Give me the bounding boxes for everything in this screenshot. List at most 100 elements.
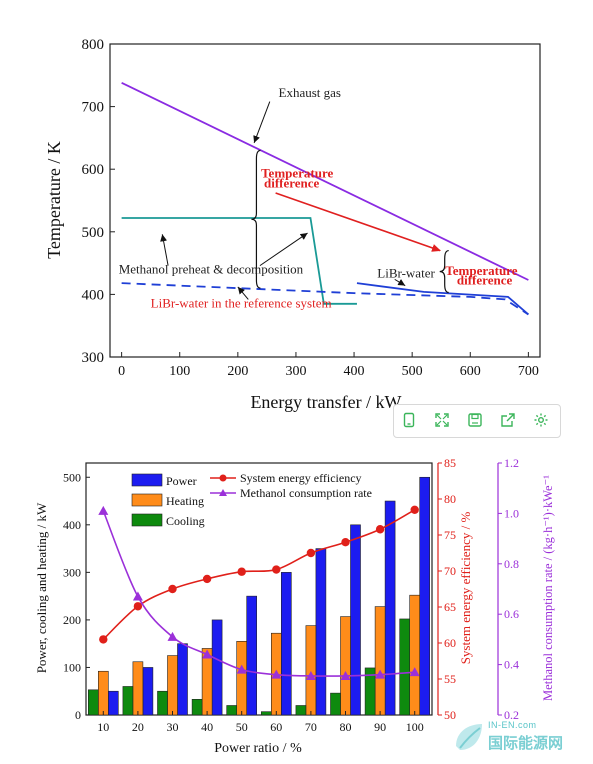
point-methanol bbox=[305, 670, 316, 680]
bar-power bbox=[384, 500, 396, 716]
y-tick-label: 700 bbox=[82, 100, 105, 116]
tablet-icon[interactable] bbox=[396, 408, 422, 432]
point-efficiency bbox=[375, 525, 385, 534]
legend-marker bbox=[219, 474, 227, 482]
save-icon[interactable] bbox=[462, 408, 488, 432]
series-reference-line bbox=[121, 282, 529, 316]
bar-cooling bbox=[364, 667, 376, 716]
x-axis-label: Power ratio / % bbox=[214, 741, 302, 756]
y2-tick-label: 60 bbox=[444, 636, 456, 650]
y3-tick-label: 0.6 bbox=[504, 607, 519, 621]
point-methanol bbox=[375, 669, 386, 679]
x-tick-label: 700 bbox=[518, 364, 539, 379]
x-tick-label: 400 bbox=[344, 364, 365, 379]
y-axis: 300 400 500 600 700 800 bbox=[82, 37, 115, 366]
y-axis-label: Power, cooling and heating / kW bbox=[34, 502, 49, 673]
annotation-text: Temperature bbox=[445, 263, 517, 278]
bar-power bbox=[211, 619, 223, 716]
bar-power bbox=[280, 572, 292, 716]
difference-arrow bbox=[275, 192, 441, 252]
axes-group: 0 100 200 300 400 500 10 20 30 40 50 60 70 80 90 100 50 5… bbox=[63, 456, 519, 734]
watermark-logo: IN-EN.com 国际能源网 bbox=[452, 718, 592, 758]
annotation-text: difference bbox=[264, 175, 320, 190]
y-tick-label: 800 bbox=[82, 37, 105, 53]
x-tick-label: 300 bbox=[285, 364, 306, 379]
bar-heating bbox=[305, 625, 317, 716]
x-tick-label: 30 bbox=[167, 720, 179, 734]
share-icon[interactable] bbox=[495, 408, 521, 432]
x-tick-label: 50 bbox=[236, 720, 248, 734]
pointer-arrow bbox=[237, 286, 249, 300]
y-tick-label: 0 bbox=[75, 708, 81, 722]
settings-icon[interactable] bbox=[528, 408, 554, 432]
point-methanol bbox=[340, 670, 351, 680]
x-tick-label: 100 bbox=[406, 720, 424, 734]
bar-cooling bbox=[226, 705, 237, 716]
annotation-text: Methanol preheat & decomposition bbox=[119, 262, 304, 277]
point-methanol bbox=[236, 664, 247, 674]
annotation-text: LiBr-water bbox=[377, 265, 435, 280]
bar-power bbox=[350, 524, 361, 716]
bar-heating bbox=[167, 655, 178, 716]
x-tick-label: 600 bbox=[460, 364, 481, 379]
y2-tick-label: 65 bbox=[444, 600, 456, 614]
expand-icon[interactable] bbox=[429, 408, 455, 432]
bar-power bbox=[315, 548, 327, 716]
bar-cooling bbox=[295, 705, 307, 716]
legend-label: Cooling bbox=[166, 514, 205, 528]
y-tick-label: 200 bbox=[63, 613, 81, 627]
legend-marker bbox=[219, 489, 227, 496]
y-tick-label: 500 bbox=[82, 225, 105, 241]
pointer-arrow bbox=[394, 278, 406, 287]
x-tick-label: 200 bbox=[227, 364, 248, 379]
x-tick-label: 10 bbox=[97, 720, 109, 734]
legend-label: Power bbox=[166, 474, 197, 488]
bars-group bbox=[88, 476, 431, 716]
bar-cooling bbox=[191, 699, 203, 716]
y3-tick-label: 0.2 bbox=[504, 708, 519, 722]
point-efficiency bbox=[99, 635, 108, 644]
legend-label: Heating bbox=[166, 494, 204, 508]
plot-frame bbox=[109, 43, 541, 358]
point-efficiency bbox=[202, 574, 212, 584]
y3-tick-label: 1.0 bbox=[504, 506, 519, 520]
point-efficiency bbox=[272, 565, 281, 574]
y2-tick-label: 80 bbox=[444, 492, 456, 506]
bar-heating bbox=[340, 616, 351, 716]
bar-power bbox=[142, 667, 154, 716]
temperature-brace bbox=[439, 249, 449, 294]
bar-power bbox=[108, 690, 119, 716]
lines-group bbox=[98, 505, 420, 680]
y-tick-label: 100 bbox=[63, 660, 81, 674]
y2-axis-label: System energy efficiency / % bbox=[458, 512, 473, 665]
x-tick-label: 80 bbox=[340, 720, 352, 734]
x-tick-label: 70 bbox=[305, 720, 317, 734]
series-libr-line bbox=[356, 282, 529, 316]
bar-heating bbox=[409, 594, 421, 716]
y-tick-label: 600 bbox=[82, 162, 105, 178]
series-group bbox=[121, 82, 529, 316]
pointer-arrow bbox=[160, 234, 169, 266]
point-methanol bbox=[98, 505, 109, 515]
y3-axis-label: Methanol consumption rate / (kg·h⁻¹)·kWe… bbox=[541, 475, 555, 701]
x-axis: 0 100 200 300 400 500 600 700 bbox=[118, 352, 539, 379]
y3-tick-label: 1.2 bbox=[504, 456, 519, 470]
point-efficiency bbox=[133, 602, 143, 611]
annotation-text: LiBr-water in the reference system bbox=[151, 296, 332, 311]
legend: Power Heating Cooling System energy efficie… bbox=[131, 471, 372, 528]
bar-power bbox=[419, 476, 431, 716]
y2-tick-label: 50 bbox=[444, 708, 456, 722]
point-efficiency bbox=[410, 505, 419, 514]
annotation-text: difference bbox=[457, 272, 513, 287]
plot-frame bbox=[85, 462, 433, 716]
y-tick-label: 500 bbox=[63, 470, 81, 484]
bar-power bbox=[177, 643, 188, 716]
bar-cooling bbox=[122, 686, 134, 716]
y2-tick-label: 70 bbox=[444, 564, 456, 578]
x-tick-label: 500 bbox=[402, 364, 423, 379]
bar-heating bbox=[236, 641, 247, 716]
y-tick-label: 300 bbox=[82, 350, 105, 366]
point-efficiency bbox=[341, 538, 350, 547]
point-efficiency bbox=[306, 548, 316, 558]
